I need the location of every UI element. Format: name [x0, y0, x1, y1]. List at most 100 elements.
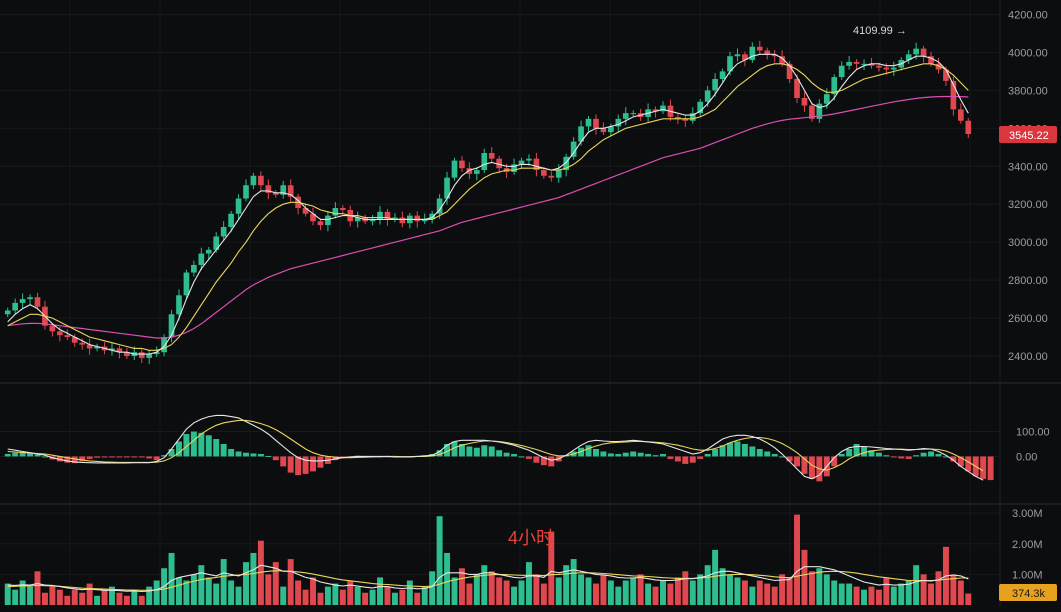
candle[interactable] [756, 40, 763, 55]
macd-panel[interactable] [4, 414, 994, 482]
volume-bar[interactable] [116, 592, 123, 605]
macd-histogram-bar[interactable] [488, 446, 495, 457]
candle[interactable] [474, 167, 480, 181]
volume-bar[interactable] [555, 577, 562, 605]
macd-histogram-bar[interactable] [161, 455, 168, 457]
volume-bar[interactable] [764, 583, 771, 605]
macd-histogram-bar[interactable] [295, 456, 302, 476]
candle[interactable] [205, 246, 212, 260]
macd-histogram-bar[interactable] [41, 456, 48, 458]
macd-histogram-bar[interactable] [913, 455, 920, 457]
volume-bar[interactable] [823, 574, 830, 605]
candle[interactable] [71, 334, 78, 347]
candle[interactable] [838, 61, 845, 80]
macd-histogram-bar[interactable] [630, 451, 637, 457]
macd-histogram-bar[interactable] [481, 445, 488, 457]
volume-bar[interactable] [518, 580, 525, 606]
macd-histogram-bar[interactable] [205, 435, 212, 457]
volume-bar[interactable] [674, 577, 681, 605]
candle[interactable] [630, 110, 637, 116]
macd-histogram-bar[interactable] [883, 455, 890, 457]
volume-bar[interactable] [176, 577, 182, 605]
volume-bar[interactable] [421, 586, 428, 605]
volume-bar[interactable] [317, 592, 324, 605]
volume-bar[interactable] [79, 592, 86, 605]
candle[interactable] [920, 45, 927, 63]
volume-bar[interactable] [444, 552, 451, 605]
macd-histogram-bar[interactable] [4, 453, 11, 457]
macd-histogram-bar[interactable] [101, 456, 108, 458]
macd-histogram-bar[interactable] [458, 444, 465, 457]
macd-histogram-bar[interactable] [265, 455, 272, 457]
candle[interactable] [325, 211, 331, 232]
volume-bar[interactable] [890, 586, 897, 605]
macd-histogram-bar[interactable] [615, 453, 622, 457]
macd-histogram-bar[interactable] [310, 456, 316, 472]
macd-histogram-bar[interactable] [741, 444, 748, 457]
volume-bar[interactable] [41, 592, 48, 605]
volume-bar[interactable] [280, 586, 287, 605]
volume-bar[interactable] [183, 580, 190, 606]
macd-histogram-bar[interactable] [682, 456, 689, 464]
macd-histogram-bar[interactable] [123, 456, 130, 458]
volume-bar[interactable] [27, 586, 34, 605]
volume-bar[interactable] [697, 574, 704, 605]
macd-histogram-bar[interactable] [451, 441, 458, 457]
macd-histogram-bar[interactable] [548, 456, 555, 467]
volume-bar[interactable] [481, 565, 488, 605]
candle[interactable] [712, 73, 718, 97]
candle[interactable] [228, 210, 234, 233]
volume-bar[interactable] [928, 583, 935, 605]
macd-histogram-bar[interactable] [64, 456, 71, 463]
macd-histogram-bar[interactable] [146, 456, 153, 459]
volume-bar[interactable] [935, 571, 942, 605]
macd-histogram-bar[interactable] [719, 445, 726, 457]
volume-bar[interactable] [607, 580, 614, 606]
macd-histogram-bar[interactable] [86, 456, 93, 459]
macd-histogram-bar[interactable] [473, 447, 480, 457]
candle[interactable] [801, 92, 808, 112]
candle[interactable] [459, 156, 465, 173]
candle[interactable] [861, 59, 867, 71]
macd-histogram-bar[interactable] [533, 456, 540, 463]
candle[interactable] [682, 114, 689, 128]
macd-histogram-bar[interactable] [79, 456, 86, 462]
volume-bar[interactable] [384, 586, 391, 605]
macd-histogram-bar[interactable] [525, 456, 532, 459]
candle[interactable] [719, 68, 726, 82]
candle[interactable] [771, 49, 778, 63]
macd-histogram-bar[interactable] [213, 439, 220, 457]
macd-histogram-bar[interactable] [697, 456, 704, 459]
volume-bar[interactable] [883, 577, 890, 605]
volume-bar[interactable] [86, 583, 93, 605]
candle[interactable] [272, 190, 279, 198]
macd-histogram-bar[interactable] [600, 451, 607, 457]
candle[interactable] [541, 167, 547, 179]
candle[interactable] [243, 179, 249, 202]
volume-bar[interactable] [287, 559, 294, 605]
candle[interactable] [4, 307, 11, 318]
volume-bar[interactable] [600, 574, 607, 605]
volume-bar[interactable] [473, 574, 480, 605]
volume-bar[interactable] [377, 577, 384, 605]
volume-bar[interactable] [347, 580, 354, 606]
volume-bar[interactable] [913, 565, 920, 605]
volume-bar[interactable] [228, 580, 235, 606]
volume-bar[interactable] [563, 565, 570, 605]
candle[interactable] [280, 180, 287, 199]
volume-bar[interactable] [950, 574, 957, 605]
volume-bar[interactable] [704, 565, 711, 605]
volume-bar[interactable] [205, 577, 212, 605]
macd-histogram-bar[interactable] [660, 453, 666, 457]
volume-bar[interactable] [71, 589, 78, 605]
macd-histogram-bar[interactable] [637, 452, 644, 457]
candle[interactable] [354, 211, 361, 228]
macd-histogram-bar[interactable] [794, 456, 800, 467]
candle[interactable] [794, 74, 800, 104]
candle[interactable] [593, 114, 599, 135]
macd-histogram-bar[interactable] [190, 431, 197, 457]
candle[interactable] [265, 179, 272, 200]
volume-bar[interactable] [488, 571, 495, 605]
macd-histogram-bar[interactable] [756, 448, 763, 457]
candle[interactable] [302, 203, 309, 217]
